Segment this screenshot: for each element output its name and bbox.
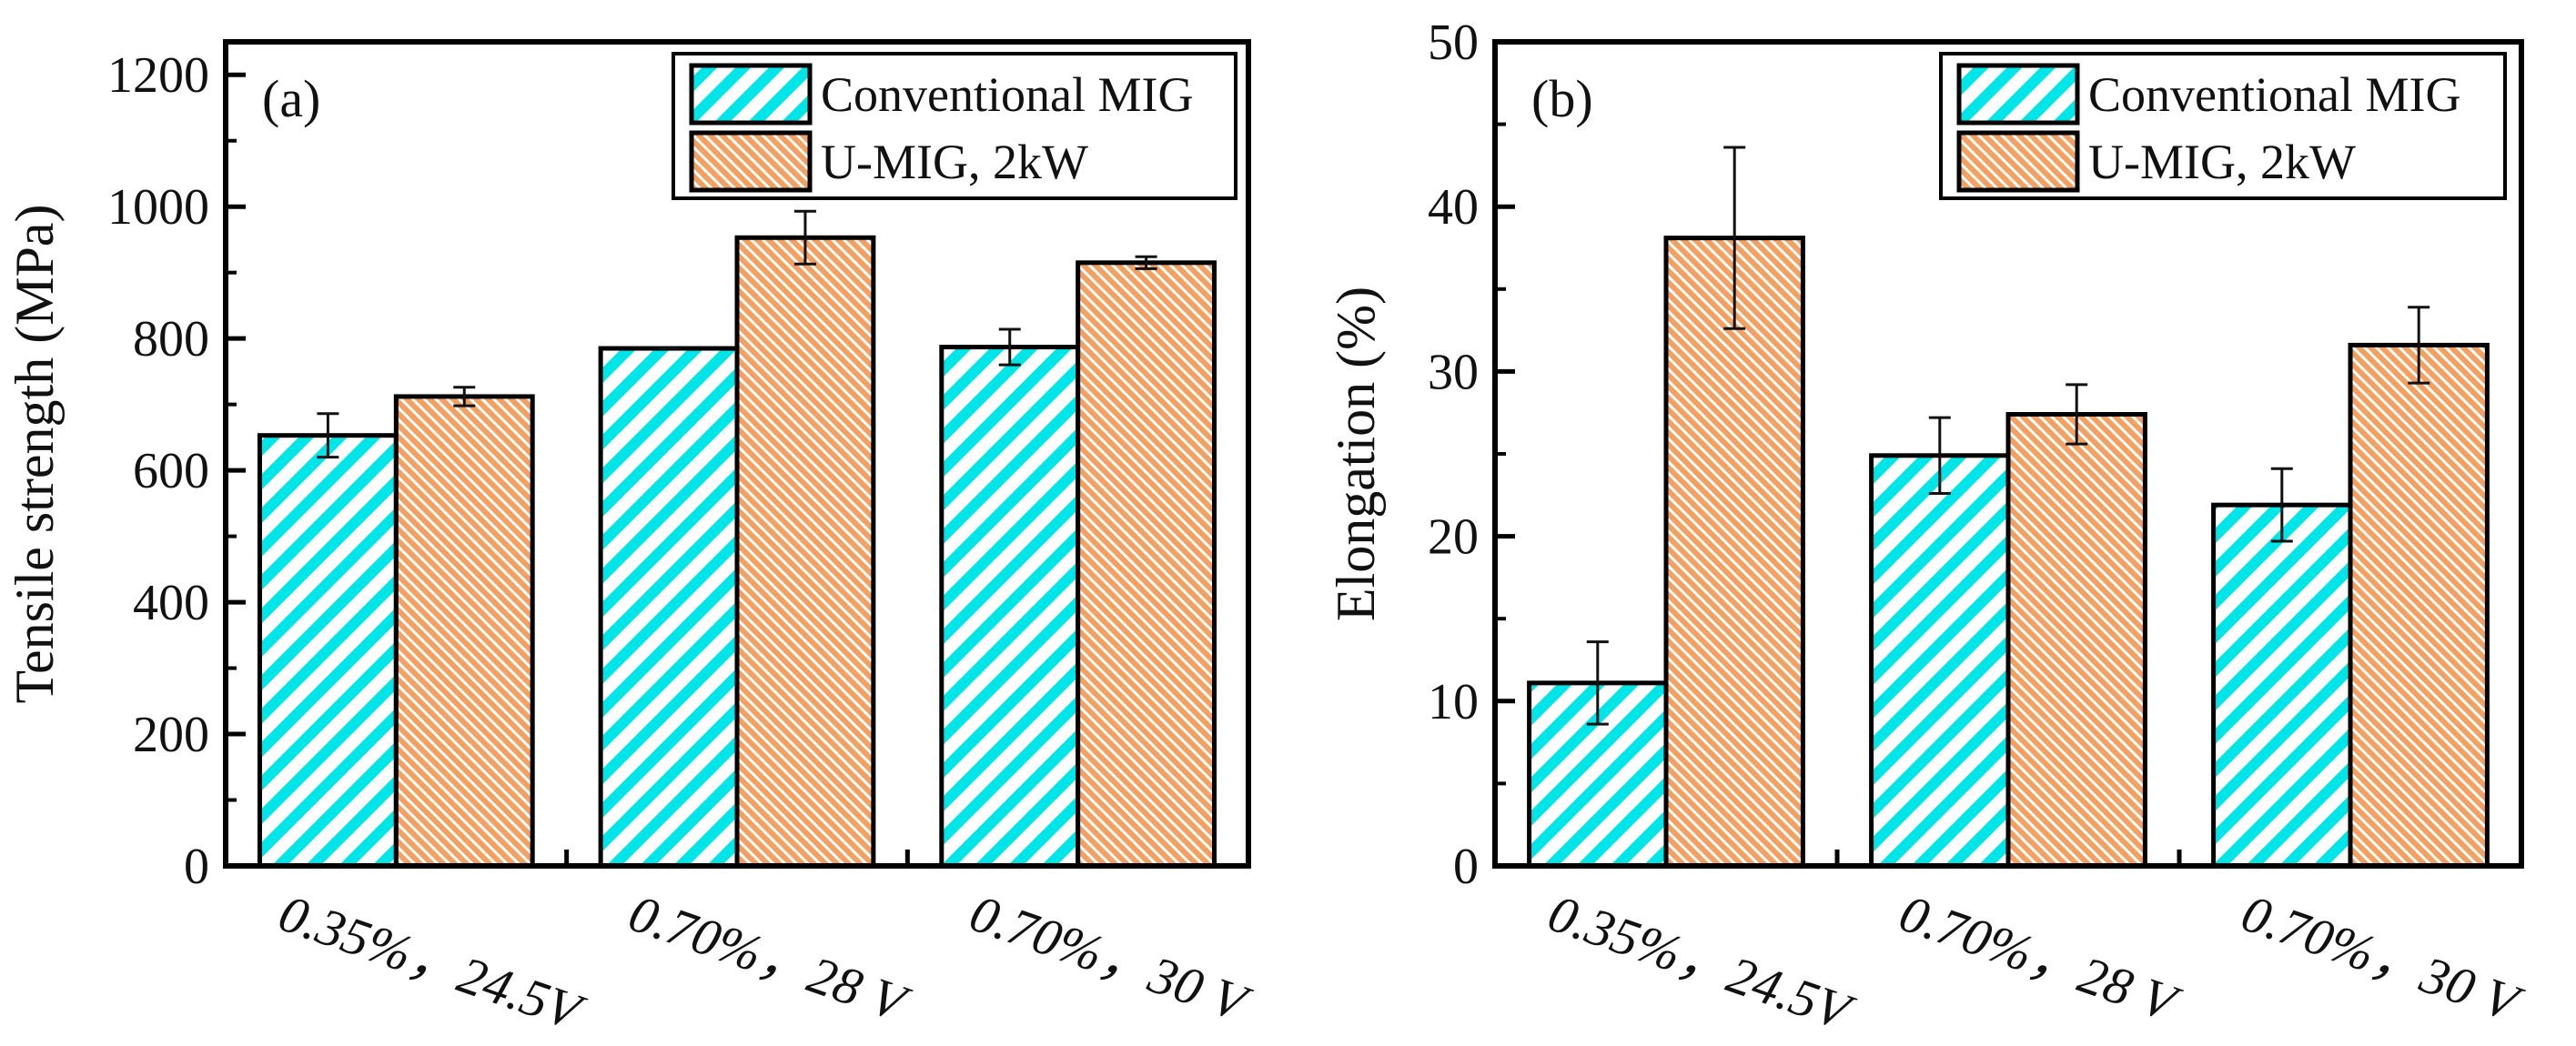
y-tick-label: 50 [1428, 15, 1479, 71]
legend: Conventional MIG U-MIG, 2kW [1939, 52, 2507, 200]
y-axis-title: Tensile strength (MPa) [5, 204, 65, 703]
y-tick-label: 0 [1453, 839, 1479, 895]
bar-u-mig-2kw-3 [2348, 342, 2490, 869]
y-tick-label: 600 [133, 443, 209, 499]
plot-frame [223, 39, 1251, 869]
bar-u-mig-2kw-2 [734, 235, 876, 869]
x-category-label: 0.35%，24.5V [272, 883, 593, 1043]
legend-swatch-u-mig-2kw [689, 130, 813, 193]
bar-u-mig-2kw-1 [393, 394, 535, 869]
legend-label: Conventional MIG [821, 67, 1193, 122]
panel-label: (a) [262, 69, 320, 128]
panel-a-tensile-strength: 0 200 400 600 800 1000 1200 0.35%，24.5V 0.70%，28… [5, 39, 1259, 1043]
bar-conventional-mig-1 [257, 433, 399, 869]
panel-b-elongation: 0 10 20 30 40 50 0.35%，24.5V 0.70%，28 V 0.70%，30… [1326, 15, 2531, 1043]
y-tick-label: 200 [133, 707, 209, 763]
y-axis-title: Elongation (%) [1326, 287, 1386, 621]
legend-swatch-conventional-mig [1956, 63, 2080, 126]
bar-conventional-mig-2 [1869, 453, 2011, 869]
legend-swatch-u-mig-2kw [1956, 130, 2080, 193]
y-tick-label: 1000 [107, 179, 209, 236]
x-category-label: 0.70%，30 V [2235, 883, 2531, 1034]
bar-u-mig-2kw-2 [2005, 412, 2147, 869]
x-category-label: 0.35%，24.5V [1541, 883, 1863, 1043]
y-tick-label: 10 [1428, 674, 1479, 730]
bar-conventional-mig-2 [598, 346, 740, 869]
error-bar [1723, 146, 1746, 330]
error-bar [998, 327, 1021, 367]
y-tick-label: 400 [133, 575, 209, 631]
y-tick-label: 20 [1428, 509, 1479, 566]
error-bar [453, 386, 476, 407]
panel-label: (b) [1531, 69, 1593, 128]
bar-u-mig-2kw-3 [1076, 260, 1217, 869]
error-bar [1135, 255, 1157, 270]
y-tick-label: 1200 [107, 47, 209, 104]
bar-conventional-mig-3 [2211, 502, 2353, 869]
y-tick-label: 800 [133, 311, 209, 367]
y-tick-label: 0 [184, 839, 209, 895]
error-bar [1586, 640, 1609, 726]
y-tick-label: 30 [1428, 344, 1479, 400]
y-tick-label: 40 [1428, 179, 1479, 236]
error-bar [793, 209, 816, 266]
error-bar [2066, 383, 2088, 446]
legend-label: U-MIG, 2kW [2088, 135, 2356, 189]
x-category-label: 0.70%，28 V [1893, 883, 2189, 1034]
legend-label: U-MIG, 2kW [821, 135, 1088, 189]
error-bar [1928, 416, 1951, 495]
bar-conventional-mig-3 [939, 345, 1081, 869]
x-category-label: 0.70%，28 V [621, 883, 918, 1034]
error-bar [317, 412, 339, 459]
error-bar [2270, 467, 2293, 543]
error-bar [2408, 306, 2430, 385]
x-category-label: 0.70%，30 V [963, 883, 1259, 1034]
legend-label: Conventional MIG [2088, 67, 2460, 122]
legend-swatch-conventional-mig [689, 63, 813, 126]
bar-u-mig-2kw-1 [1663, 236, 1805, 869]
legend: Conventional MIG U-MIG, 2kW [672, 52, 1237, 200]
